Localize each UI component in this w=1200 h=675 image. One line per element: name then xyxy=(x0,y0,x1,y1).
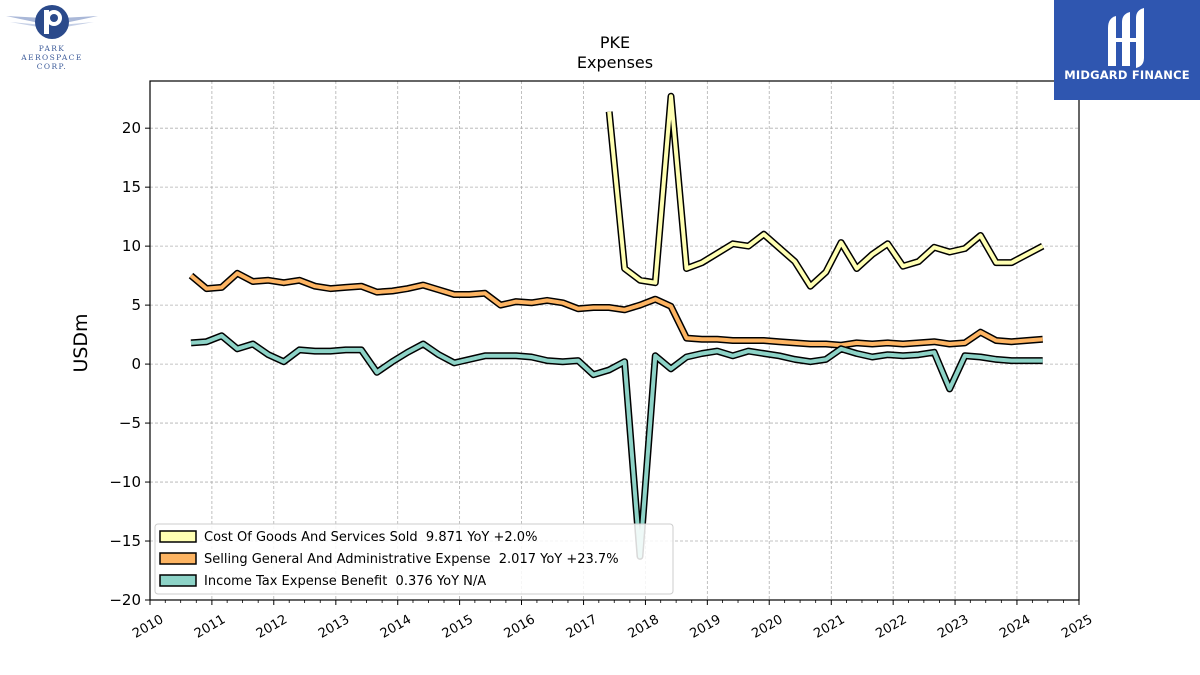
series-layer xyxy=(188,92,1045,560)
series-0-line xyxy=(607,94,1044,289)
x-tick-label: 2018 xyxy=(626,612,662,642)
x-tick-label: 2010 xyxy=(130,612,166,642)
legend-swatch-1 xyxy=(159,552,197,565)
legend-swatch-0 xyxy=(159,530,197,543)
x-tick-label: 2017 xyxy=(564,612,600,642)
x-tick-label: 2014 xyxy=(378,612,414,642)
park-aerospace-logo: PARK AEROSPACE CORP. xyxy=(4,2,100,78)
chart-subtitle: Expenses xyxy=(577,53,653,72)
x-tick-label: 2023 xyxy=(935,612,971,642)
x-tick-label: 2025 xyxy=(1059,612,1095,642)
x-tick-label: 2020 xyxy=(749,612,785,642)
series-2-outline xyxy=(190,332,1043,560)
park-aerospace-emblem-icon xyxy=(6,5,98,39)
y-tick-label: 10 xyxy=(122,237,141,255)
x-tick-label: 2021 xyxy=(811,612,847,642)
x-tick-label: 2012 xyxy=(254,612,290,642)
series-2-line xyxy=(190,333,1043,559)
legend-label-2: Income Tax Expense Benefit 0.376 YoY N/A xyxy=(204,574,486,589)
midgard-finance-wordmark: MIDGARD FINANCE xyxy=(1064,68,1190,82)
legend-label-0: Cost Of Goods And Services Sold 9.871 Yo… xyxy=(204,530,537,545)
y-tick-label: −5 xyxy=(119,414,141,432)
series-1-line xyxy=(189,271,1043,348)
legend-label-1: Selling General And Administrative Expen… xyxy=(204,552,619,567)
chart-title: PKE xyxy=(600,33,630,52)
legend: Cost Of Goods And Services Sold 9.871 Yo… xyxy=(154,523,674,595)
midgard-mark-icon xyxy=(1108,8,1144,68)
x-tick-label: 2013 xyxy=(316,612,352,642)
legend-swatch-2 xyxy=(159,574,197,587)
logo-line-park: PARK xyxy=(38,44,66,53)
x-tick-label: 2022 xyxy=(873,612,909,642)
y-tick-label: −20 xyxy=(109,591,141,609)
midgard-finance-logo: MIDGARD FINANCE xyxy=(1054,0,1200,100)
x-tick-label: 2011 xyxy=(192,612,228,642)
legend-box xyxy=(154,523,674,595)
logo-line-aerospace: AEROSPACE xyxy=(21,53,83,62)
y-tick-label: 20 xyxy=(122,119,141,137)
y-tick-label: 0 xyxy=(131,355,141,373)
logo-line-corp: CORP. xyxy=(36,62,68,71)
y-tick-label: −10 xyxy=(109,473,141,491)
x-tick-label: 2024 xyxy=(997,612,1033,642)
y-tick-label: −15 xyxy=(109,532,141,550)
x-tick-label: 2015 xyxy=(440,612,476,642)
y-tick-label: 5 xyxy=(131,296,141,314)
y-axis-label: USDm xyxy=(70,313,92,372)
y-tick-label: 15 xyxy=(122,178,141,196)
x-tick-label: 2019 xyxy=(688,612,724,642)
x-tick-label: 2016 xyxy=(502,612,538,642)
